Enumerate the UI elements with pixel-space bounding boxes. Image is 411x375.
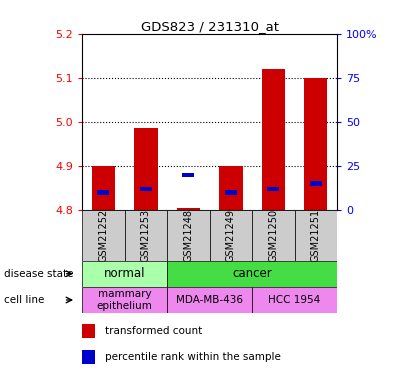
Bar	[97, 190, 109, 195]
Bar	[252, 210, 295, 261]
Bar	[82, 261, 167, 287]
Bar	[225, 190, 237, 195]
Bar	[167, 210, 210, 261]
Bar	[210, 210, 252, 261]
Text: disease state: disease state	[4, 269, 74, 279]
Bar	[182, 172, 194, 177]
Bar	[219, 166, 242, 210]
Bar	[268, 187, 279, 191]
Bar	[310, 182, 322, 186]
Bar	[140, 187, 152, 191]
Bar	[167, 261, 337, 287]
Text: transformed count: transformed count	[105, 326, 202, 336]
Text: mammary
epithelium: mammary epithelium	[97, 289, 152, 311]
Bar	[177, 208, 200, 210]
Bar	[252, 287, 337, 313]
Bar	[304, 78, 328, 210]
Text: MDA-MB-436: MDA-MB-436	[176, 295, 243, 305]
Text: cancer: cancer	[232, 267, 272, 280]
Bar	[92, 166, 115, 210]
Text: cell line: cell line	[4, 295, 44, 305]
Text: percentile rank within the sample: percentile rank within the sample	[105, 352, 281, 362]
Bar	[82, 210, 125, 261]
Text: GSM21252: GSM21252	[99, 209, 109, 262]
Bar	[82, 324, 95, 338]
Text: GSM21251: GSM21251	[311, 209, 321, 262]
Bar	[134, 129, 157, 210]
Bar	[82, 350, 95, 364]
Bar	[125, 210, 167, 261]
Bar	[82, 287, 167, 313]
Bar	[295, 210, 337, 261]
Title: GDS823 / 231310_at: GDS823 / 231310_at	[141, 20, 279, 33]
Text: GSM21250: GSM21250	[268, 209, 278, 262]
Bar	[262, 69, 285, 210]
Text: HCC 1954: HCC 1954	[268, 295, 321, 305]
Text: GSM21248: GSM21248	[183, 209, 193, 262]
Text: GSM21253: GSM21253	[141, 209, 151, 262]
Text: normal: normal	[104, 267, 145, 280]
Text: GSM21249: GSM21249	[226, 209, 236, 262]
Bar	[167, 287, 252, 313]
